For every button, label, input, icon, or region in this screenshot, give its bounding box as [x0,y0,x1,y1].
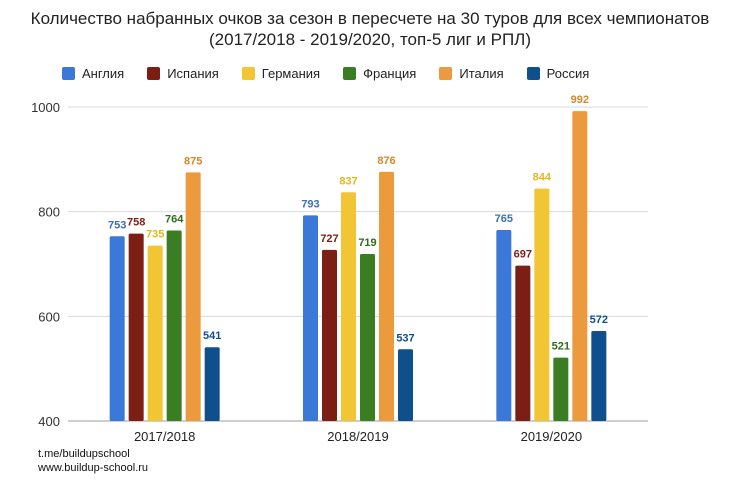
bar [534,188,550,421]
legend-swatch [343,66,357,80]
bar [303,215,318,421]
data-label: 572 [590,314,608,326]
legend-label: Испания [167,65,219,81]
bar [398,349,413,421]
legend-label: Англия [82,65,125,81]
bar [109,236,125,421]
legend-swatch [62,66,75,80]
data-label: 875 [184,155,202,167]
y-tick-label: 1000 [31,100,60,115]
bar [379,171,394,421]
data-label: 541 [203,330,221,342]
bar [166,230,182,421]
data-label: 992 [571,94,589,106]
legend-item: Россия [526,65,590,81]
legend-item: Испания [147,66,219,81]
data-label: 765 [495,213,513,225]
data-label: 735 [146,229,164,241]
bar [553,357,569,421]
legend-label: Россия [546,65,590,81]
x-tick-label: 2018/2019 [327,429,388,444]
bar [185,172,201,421]
bar [341,192,356,421]
y-tick-label: 400 [38,414,60,429]
bar [128,233,144,421]
data-label: 719 [358,237,376,249]
bar [515,265,531,421]
data-label: 844 [533,172,552,184]
telegram-link: t.me/buildupschool [38,448,130,460]
chart-legend: Англия Испания Германия Франция Италия Россия [62,64,612,82]
x-tick-label: 2019/2020 [521,429,582,444]
bar [204,347,220,421]
data-label: 837 [339,175,357,187]
legend-label: Германия [261,65,321,81]
bar [322,249,337,421]
legend-label: Франция [363,65,417,81]
watermark-footer: t.me/buildupschool www.buildup-school.ru [38,447,148,475]
bar [496,229,512,421]
legend-item: Англия [62,66,124,81]
x-tick-label: 2017/2018 [134,429,195,444]
data-label: 697 [514,249,532,261]
data-label: 727 [320,233,338,245]
data-label: 537 [396,332,414,344]
bar [360,254,375,421]
legend-label: Италия [459,65,504,81]
legend-swatch [147,66,161,80]
y-tick-label: 600 [38,309,60,324]
legend-swatch [241,66,255,80]
data-label: 876 [377,155,395,167]
website-link: www.buildup-school.ru [38,462,149,474]
data-label: 764 [165,214,184,226]
data-label: 793 [301,198,319,210]
chart-title: Количество набранных очков за сезон в пе… [30,9,710,49]
legend-item: Германия [241,65,321,81]
bar [591,330,607,421]
data-label: 753 [108,219,126,231]
legend-item: Италия [439,65,504,81]
bar [147,245,163,421]
data-label: 521 [552,341,570,353]
data-label: 758 [127,217,145,229]
y-tick-label: 800 [38,205,60,220]
legend-item: Франция [343,66,416,81]
legend-swatch [526,66,540,80]
legend-swatch [439,66,453,80]
bar [572,111,588,421]
